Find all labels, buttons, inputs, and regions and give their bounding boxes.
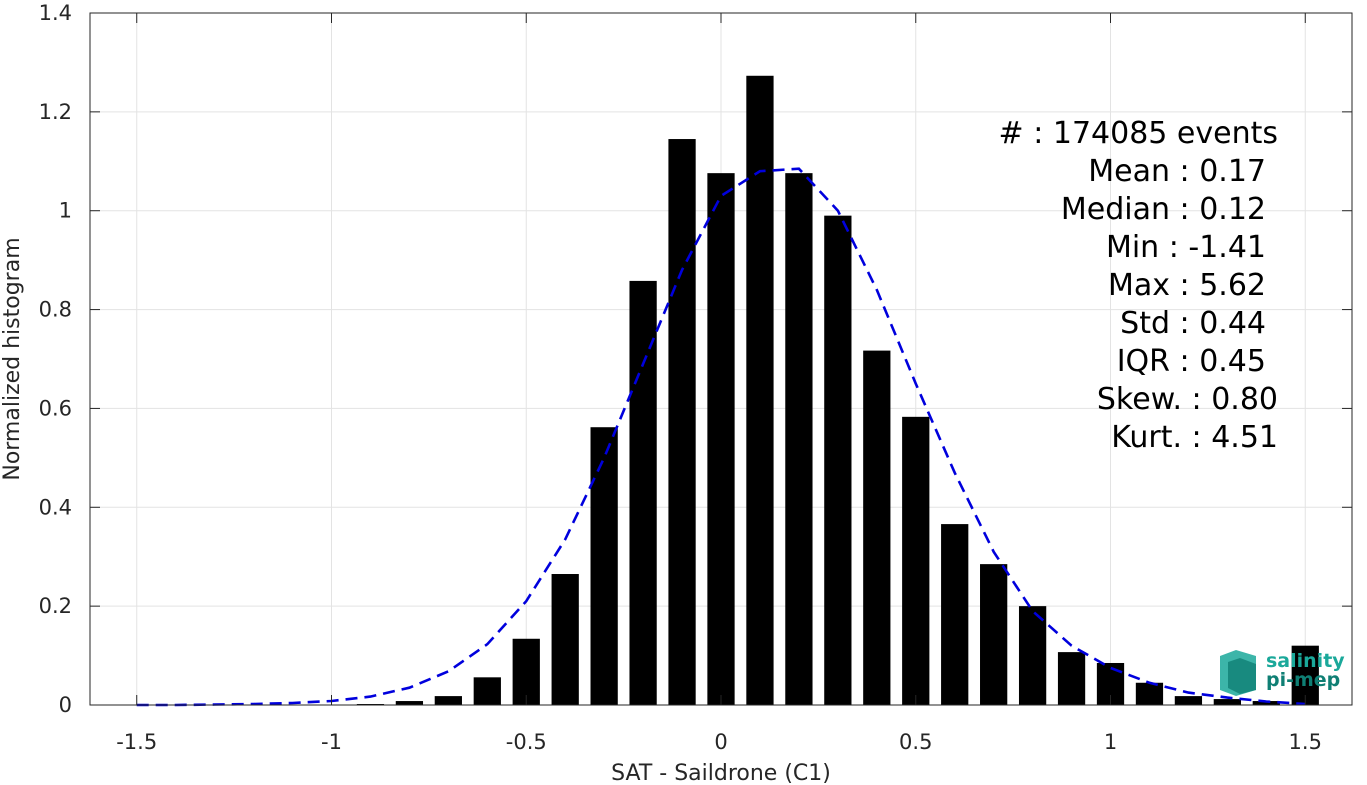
histogram-bar bbox=[980, 564, 1008, 705]
stat-line: # : 174085 events bbox=[999, 116, 1278, 151]
stat-line: Kurt. : 4.51 bbox=[1111, 420, 1278, 455]
x-tick-label: 1 bbox=[1104, 730, 1117, 754]
histogram-bar bbox=[395, 701, 424, 705]
stat-line: IQR : 0.45 bbox=[1117, 344, 1266, 379]
histogram-bar bbox=[551, 574, 579, 705]
histogram-bar bbox=[434, 696, 462, 705]
y-tick-label: 1 bbox=[59, 199, 72, 223]
x-tick-label: -0.5 bbox=[506, 730, 547, 754]
stat-line: Median : 0.12 bbox=[1061, 192, 1266, 227]
histogram-bar bbox=[1252, 701, 1280, 705]
stat-line: Mean : 0.17 bbox=[1088, 154, 1266, 189]
y-tick-label: 0.8 bbox=[39, 298, 72, 322]
stat-line: Std : 0.44 bbox=[1120, 306, 1266, 341]
logo-text-line1: salinity bbox=[1266, 650, 1345, 672]
histogram-bar bbox=[473, 677, 501, 705]
logo-wave-icon-shade bbox=[1228, 658, 1256, 694]
x-tick-label: 1.5 bbox=[1289, 730, 1322, 754]
histogram-bar bbox=[629, 280, 657, 705]
y-axis-ticks: 0 0.2 0.4 0.6 0.8 1 1.2 1.4 bbox=[39, 1, 1352, 717]
y-tick-label: 0.2 bbox=[39, 594, 72, 618]
histogram-bar bbox=[863, 350, 891, 705]
x-axis-label: SAT - Saildrone (C1) bbox=[611, 761, 831, 785]
logo-text-line2: pi-mep bbox=[1266, 669, 1340, 691]
salinity-pimep-logo: salinity pi-mep bbox=[1220, 650, 1345, 696]
histogram-bar bbox=[902, 416, 930, 705]
histogram-bar bbox=[785, 173, 813, 706]
histogram-bar bbox=[1018, 606, 1047, 705]
x-tick-label: 0.5 bbox=[899, 730, 932, 754]
histogram-bar bbox=[1213, 699, 1241, 705]
histogram-bar bbox=[1135, 682, 1164, 705]
histogram-bar bbox=[941, 524, 969, 705]
y-tick-label: 0.6 bbox=[39, 396, 72, 420]
stat-line: Skew. : 0.80 bbox=[1097, 382, 1278, 417]
stat-line: Min : -1.41 bbox=[1106, 230, 1266, 265]
histogram-bar bbox=[1057, 652, 1086, 705]
y-tick-label: 1.2 bbox=[39, 100, 72, 124]
y-tick-label: 0 bbox=[59, 693, 72, 717]
x-tick-label: -1 bbox=[321, 730, 342, 754]
x-tick-label: -1.5 bbox=[116, 730, 157, 754]
histogram-bar bbox=[512, 638, 540, 705]
histogram-bar bbox=[746, 75, 774, 705]
histogram-bar bbox=[707, 173, 735, 706]
y-tick-label: 0.4 bbox=[39, 495, 72, 519]
x-tick-label: 0 bbox=[714, 730, 727, 754]
histogram-bar bbox=[668, 139, 696, 706]
stat-line: Max : 5.62 bbox=[1108, 268, 1266, 303]
histogram-bar bbox=[1174, 696, 1203, 705]
histogram-bar bbox=[824, 215, 852, 705]
y-axis-label: Normalized histogram bbox=[0, 237, 25, 480]
histogram-bar bbox=[590, 427, 618, 705]
y-tick-label: 1.4 bbox=[39, 1, 72, 25]
x-axis-ticks: -1.5 -1 -0.5 0 0.5 1 1.5 bbox=[116, 13, 1322, 754]
